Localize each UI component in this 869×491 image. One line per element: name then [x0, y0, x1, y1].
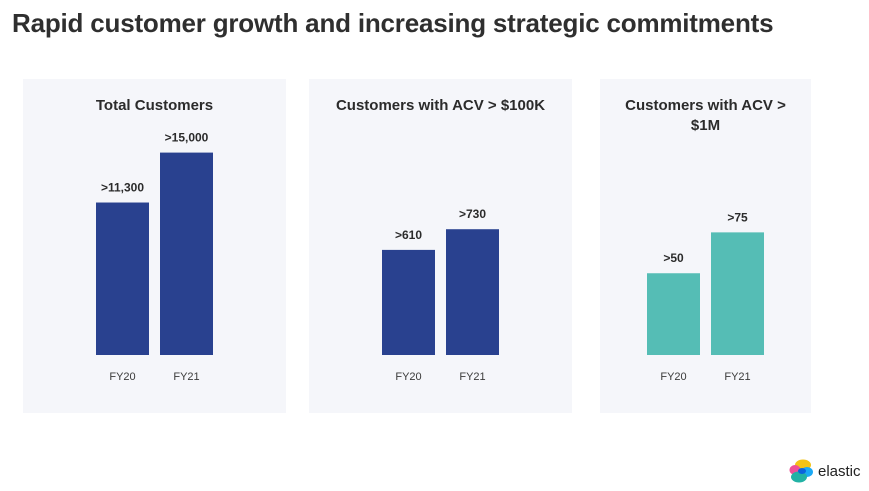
chart-title: Total Customers — [95, 97, 214, 114]
bar-fy21 — [446, 229, 499, 355]
x-tick-label: FY21 — [173, 371, 199, 383]
bar-fy21 — [711, 232, 764, 355]
x-tick-label: FY20 — [109, 371, 135, 383]
chart-panel-acv-1m: Customers with ACV > $1M >50 FY20 >75 FY21 — [600, 79, 811, 413]
chart-panel-acv-100k: Customers with ACV > $100K >610 FY20 >730 F… — [309, 79, 572, 413]
bar-chart-acv-100k: >610 FY20 >730 FY21 — [382, 207, 499, 383]
data-label: >730 — [459, 207, 486, 221]
x-tick-label: FY20 — [395, 371, 421, 383]
logo-text: elastic — [818, 462, 861, 480]
x-tick-label: FY21 — [459, 371, 485, 383]
elastic-logo-icon — [789, 459, 813, 483]
bar-fy21 — [160, 152, 213, 355]
bar-chart-total-customers: >11,300 FY20 >15,000 FY21 — [96, 131, 213, 383]
x-tick-label: FY21 — [724, 371, 750, 383]
chart-title: Customers with ACV > $1M — [625, 97, 786, 134]
x-tick-label: FY20 — [660, 371, 686, 383]
data-label: >11,300 — [101, 181, 144, 195]
bar-chart-acv-1m: >50 FY20 >75 FY21 — [647, 210, 764, 383]
data-label: >50 — [663, 251, 684, 265]
data-label: >610 — [395, 228, 422, 242]
chart-title: Customers with ACV > $100K — [335, 97, 546, 114]
page-title: Rapid customer growth and increasing str… — [12, 8, 774, 38]
bar-fy20 — [647, 273, 700, 355]
data-label: >75 — [727, 210, 748, 224]
chart-panel-total-customers: Total Customers >11,300 FY20 >15,000 FY21 — [23, 79, 286, 413]
elastic-logo: elastic — [788, 456, 861, 486]
bar-fy20 — [96, 202, 149, 355]
data-label: >15,000 — [165, 131, 209, 145]
bar-fy20 — [382, 249, 435, 355]
